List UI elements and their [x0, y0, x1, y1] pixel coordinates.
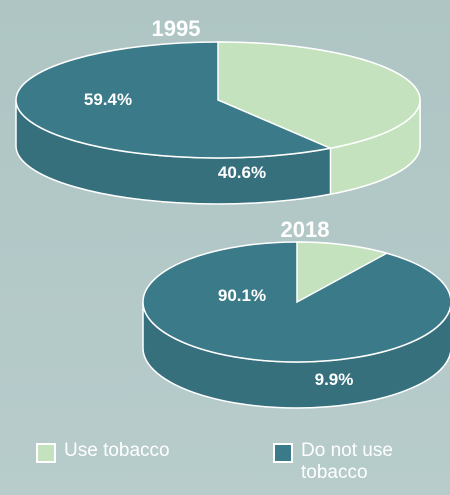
legend-swatch-do-not-use-tobacco: [273, 443, 293, 463]
data-label-use-tobacco: 40.6%: [218, 163, 266, 182]
pie-title: 1995: [152, 16, 201, 41]
legend-item-do-not-use-tobacco: Do not use tobacco: [273, 440, 433, 484]
pie-slice-use-tobacco: [217, 41, 421, 149]
legend-label-do-not-use-tobacco: Do not use tobacco: [301, 440, 393, 483]
pie-chart-2018: 2018 90.1% 9.9%: [142, 217, 450, 409]
pie-slice-use-tobacco: [296, 241, 389, 304]
legend-swatch-use-tobacco: [36, 443, 56, 463]
pie-chart-1995: 1995 59.4% 40.6%: [15, 16, 421, 205]
data-label-do-not-use-tobacco: 59.4%: [84, 90, 132, 109]
data-label-use-tobacco: 9.9%: [315, 370, 354, 389]
legend-label-use-tobacco: Use tobacco: [64, 440, 170, 461]
legend: Use tobacco Do not use tobacco: [0, 440, 450, 495]
legend-item-use-tobacco: Use tobacco: [36, 440, 170, 463]
data-label-do-not-use-tobacco: 90.1%: [218, 286, 266, 305]
pie-title: 2018: [281, 217, 330, 242]
